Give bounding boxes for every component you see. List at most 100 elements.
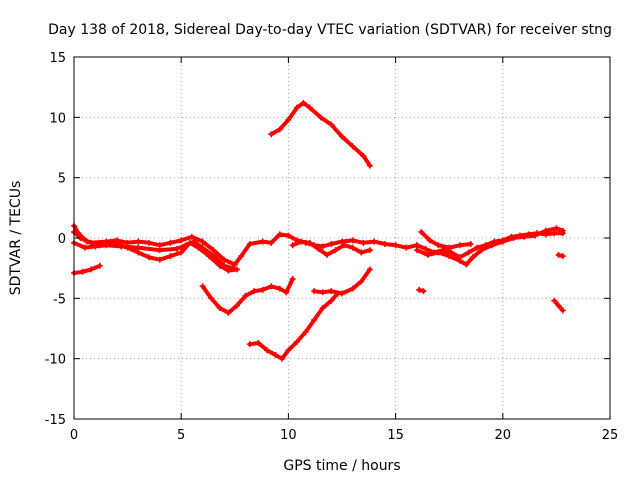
data-point bbox=[319, 289, 326, 296]
data-point bbox=[555, 302, 562, 309]
data-point bbox=[426, 237, 433, 244]
data-point bbox=[392, 242, 399, 249]
data-point bbox=[92, 243, 99, 250]
data-point bbox=[489, 242, 496, 249]
data-point bbox=[319, 304, 326, 311]
data-point bbox=[555, 251, 562, 258]
series-left-low bbox=[72, 263, 102, 275]
data-point bbox=[135, 244, 142, 251]
data-point bbox=[182, 242, 189, 249]
data-point bbox=[178, 237, 185, 244]
data-point bbox=[199, 283, 206, 290]
data-point bbox=[349, 285, 356, 292]
data-point bbox=[339, 238, 345, 245]
data-point bbox=[300, 99, 307, 106]
data-point bbox=[465, 249, 472, 256]
data-point bbox=[328, 288, 335, 295]
data-point bbox=[328, 241, 335, 248]
data-point bbox=[146, 254, 153, 261]
series-late-b bbox=[415, 226, 565, 267]
data-point bbox=[339, 290, 345, 297]
data-point bbox=[381, 241, 388, 248]
data-point bbox=[424, 251, 431, 258]
data-point bbox=[358, 278, 365, 285]
data-point bbox=[208, 295, 215, 302]
data-point bbox=[272, 352, 279, 359]
data-point bbox=[456, 257, 463, 264]
data-point bbox=[242, 292, 249, 299]
data-point bbox=[103, 242, 110, 249]
data-point bbox=[221, 262, 228, 269]
data-point bbox=[403, 244, 410, 251]
data-point bbox=[311, 288, 318, 295]
data-point bbox=[360, 239, 367, 246]
data-point bbox=[416, 286, 423, 293]
series-upper-arc bbox=[269, 100, 372, 168]
y-axis-label: SDTVAR / TECUs bbox=[8, 181, 24, 296]
data-point bbox=[306, 239, 313, 246]
data-point bbox=[246, 341, 253, 348]
y-tick-label: 5 bbox=[58, 172, 66, 187]
data-point bbox=[420, 288, 427, 295]
x-tick-label: 0 bbox=[70, 428, 78, 443]
y-tick-label: 15 bbox=[49, 51, 66, 66]
data-point bbox=[255, 339, 262, 346]
data-point bbox=[531, 232, 538, 239]
data-point bbox=[463, 261, 470, 268]
data-point bbox=[446, 244, 453, 251]
data-point bbox=[233, 266, 240, 273]
data-point bbox=[263, 347, 270, 354]
data-point bbox=[542, 227, 549, 234]
data-point bbox=[469, 254, 476, 261]
data-point bbox=[96, 262, 103, 269]
x-tick-label: 15 bbox=[387, 428, 404, 443]
data-point bbox=[276, 285, 283, 292]
data-point bbox=[317, 114, 324, 121]
data-point bbox=[298, 238, 305, 245]
data-point bbox=[259, 286, 266, 293]
data-point bbox=[302, 329, 309, 336]
data-point bbox=[118, 243, 125, 250]
data-point bbox=[349, 237, 356, 244]
y-tick-label: -10 bbox=[45, 353, 66, 368]
series-deep-low bbox=[247, 291, 340, 361]
data-point bbox=[191, 238, 198, 245]
data-point bbox=[366, 247, 373, 254]
data-point bbox=[173, 245, 180, 252]
data-point bbox=[283, 289, 290, 296]
data-point bbox=[251, 288, 258, 295]
y-tick-label: 0 bbox=[58, 232, 66, 247]
y-tick-label: 10 bbox=[49, 111, 66, 126]
data-point bbox=[167, 239, 174, 246]
data-point bbox=[456, 242, 463, 249]
data-point bbox=[238, 253, 245, 260]
data-point bbox=[225, 309, 232, 316]
data-point bbox=[358, 249, 365, 256]
x-tick-label: 25 bbox=[602, 428, 619, 443]
data-point bbox=[418, 228, 425, 235]
series-bump-10-13 bbox=[290, 239, 372, 257]
data-point bbox=[221, 256, 228, 263]
data-point bbox=[349, 244, 356, 251]
data-point bbox=[276, 126, 283, 133]
data-point bbox=[156, 247, 163, 254]
data-point bbox=[259, 238, 266, 245]
data-point bbox=[81, 244, 88, 251]
data-point bbox=[499, 238, 506, 245]
data-point bbox=[289, 276, 296, 283]
data-point bbox=[146, 239, 153, 246]
data-point bbox=[323, 251, 330, 258]
data-point bbox=[268, 239, 275, 246]
data-point bbox=[285, 347, 292, 354]
data-point bbox=[366, 162, 373, 169]
data-point bbox=[435, 242, 442, 249]
data-point bbox=[293, 104, 300, 111]
data-point bbox=[289, 242, 296, 249]
data-point bbox=[553, 225, 560, 232]
data-point bbox=[339, 133, 345, 140]
data-point bbox=[246, 241, 253, 248]
data-point bbox=[293, 338, 300, 345]
data-point bbox=[229, 265, 236, 272]
data-point bbox=[341, 242, 348, 249]
axis-ticks: 0 5 10 15 20 25 -15 -10 -5 0 5 10 15 bbox=[45, 51, 619, 443]
